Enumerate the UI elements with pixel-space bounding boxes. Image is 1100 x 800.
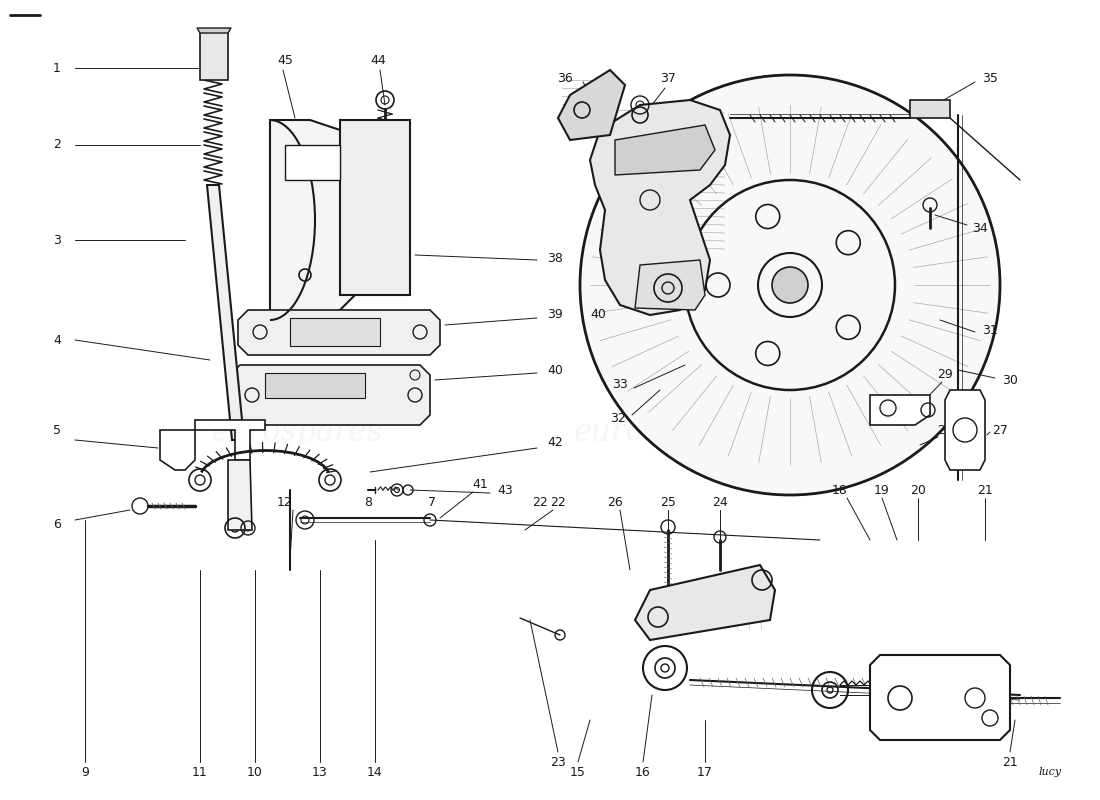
- Text: 39: 39: [547, 309, 563, 322]
- Polygon shape: [200, 30, 228, 80]
- Text: 45: 45: [277, 54, 293, 66]
- Text: 35: 35: [982, 71, 998, 85]
- Polygon shape: [230, 365, 430, 425]
- Text: 33: 33: [612, 378, 628, 391]
- Text: 18: 18: [832, 483, 848, 497]
- Bar: [340, 120, 410, 295]
- Text: 23: 23: [550, 755, 565, 769]
- Text: 10: 10: [248, 766, 263, 778]
- Text: 7: 7: [428, 495, 436, 509]
- Text: 6: 6: [53, 518, 60, 531]
- Circle shape: [580, 75, 1000, 495]
- Text: 25: 25: [660, 495, 675, 509]
- Text: 22: 22: [532, 495, 548, 509]
- Bar: [290, 318, 380, 346]
- Text: 22: 22: [550, 495, 565, 509]
- Text: 15: 15: [570, 766, 586, 778]
- Polygon shape: [870, 655, 1010, 740]
- Text: eurospares: eurospares: [211, 417, 383, 447]
- Polygon shape: [195, 420, 265, 460]
- Text: 13: 13: [312, 766, 328, 778]
- Polygon shape: [615, 125, 715, 175]
- Text: 27: 27: [992, 423, 1008, 437]
- Text: 40: 40: [590, 309, 606, 322]
- Text: 29: 29: [937, 369, 953, 382]
- Text: 9: 9: [81, 766, 89, 778]
- Text: 32: 32: [610, 411, 626, 425]
- Text: 26: 26: [607, 495, 623, 509]
- Text: 12: 12: [277, 495, 293, 509]
- Text: 3: 3: [53, 234, 60, 246]
- Text: 31: 31: [982, 323, 998, 337]
- Text: 19: 19: [874, 483, 890, 497]
- Text: 14: 14: [367, 766, 383, 778]
- Text: 41: 41: [472, 478, 488, 491]
- Polygon shape: [590, 100, 730, 315]
- Polygon shape: [635, 565, 776, 640]
- Text: 4: 4: [53, 334, 60, 346]
- Text: 30: 30: [1002, 374, 1018, 386]
- Text: 38: 38: [547, 251, 563, 265]
- Polygon shape: [197, 28, 231, 33]
- Circle shape: [772, 267, 808, 303]
- Text: 2: 2: [53, 138, 60, 151]
- Polygon shape: [945, 390, 984, 470]
- Text: 36: 36: [557, 71, 573, 85]
- Text: lucy: lucy: [1038, 767, 1061, 777]
- Text: autospares: autospares: [608, 225, 778, 255]
- Text: 21: 21: [977, 483, 993, 497]
- Text: eurospares: eurospares: [574, 417, 746, 447]
- Polygon shape: [160, 430, 195, 470]
- Polygon shape: [635, 260, 705, 310]
- Bar: [265, 373, 365, 398]
- Text: 16: 16: [635, 766, 651, 778]
- Text: 42: 42: [547, 437, 563, 450]
- Polygon shape: [228, 460, 252, 530]
- Text: 11: 11: [192, 766, 208, 778]
- Text: 34: 34: [972, 222, 988, 234]
- Text: 5: 5: [53, 423, 60, 437]
- Text: 8: 8: [364, 495, 372, 509]
- Text: 43: 43: [497, 483, 513, 497]
- Text: 1: 1: [53, 62, 60, 74]
- Polygon shape: [558, 70, 625, 140]
- Text: 21: 21: [1002, 755, 1018, 769]
- Text: 28: 28: [937, 423, 953, 437]
- Polygon shape: [238, 310, 440, 355]
- Text: 24: 24: [712, 495, 728, 509]
- Text: 44: 44: [370, 54, 386, 66]
- Bar: [910, 100, 950, 118]
- Text: 17: 17: [697, 766, 713, 778]
- Polygon shape: [207, 185, 244, 440]
- Polygon shape: [270, 120, 355, 320]
- Text: 20: 20: [910, 483, 926, 497]
- Bar: [285, 145, 340, 180]
- Text: 40: 40: [547, 363, 563, 377]
- Text: 37: 37: [660, 71, 675, 85]
- Polygon shape: [870, 395, 930, 425]
- Circle shape: [174, 445, 180, 451]
